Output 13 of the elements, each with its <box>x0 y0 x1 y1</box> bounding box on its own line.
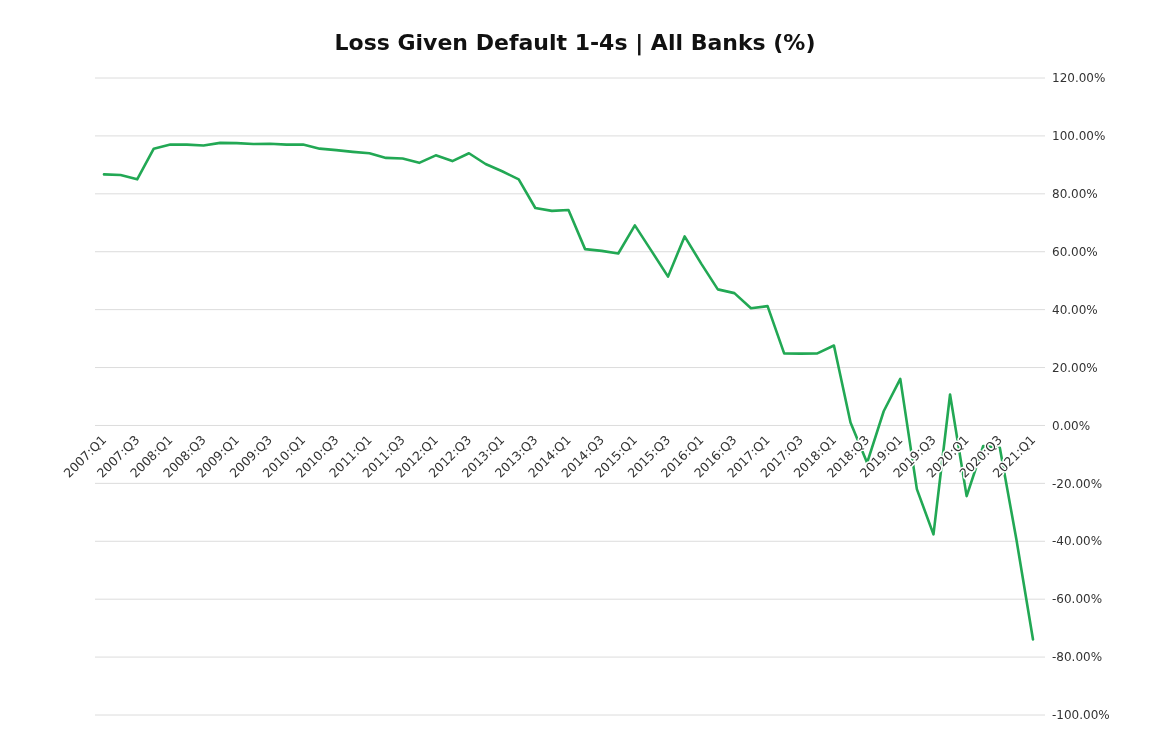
y-tick-label: 100.00% <box>1052 129 1106 144</box>
y-tick-label: 120.00% <box>1052 71 1106 86</box>
y-tick-label: -20.00% <box>1052 476 1103 491</box>
y-tick-label: 0.00% <box>1052 418 1091 433</box>
y-tick-label: -40.00% <box>1052 534 1103 549</box>
y-tick-label: -100.00% <box>1052 708 1110 723</box>
y-tick-label: 80.00% <box>1052 187 1098 202</box>
y-tick-label: -80.00% <box>1052 650 1103 665</box>
y-tick-label: 40.00% <box>1052 302 1098 317</box>
y-tick-label: 20.00% <box>1052 360 1098 375</box>
chart-title: Loss Given Default 1-4s | All Banks (%) <box>334 30 816 56</box>
y-tick-label: 60.00% <box>1052 244 1098 259</box>
y-tick-label: -60.00% <box>1052 592 1103 607</box>
